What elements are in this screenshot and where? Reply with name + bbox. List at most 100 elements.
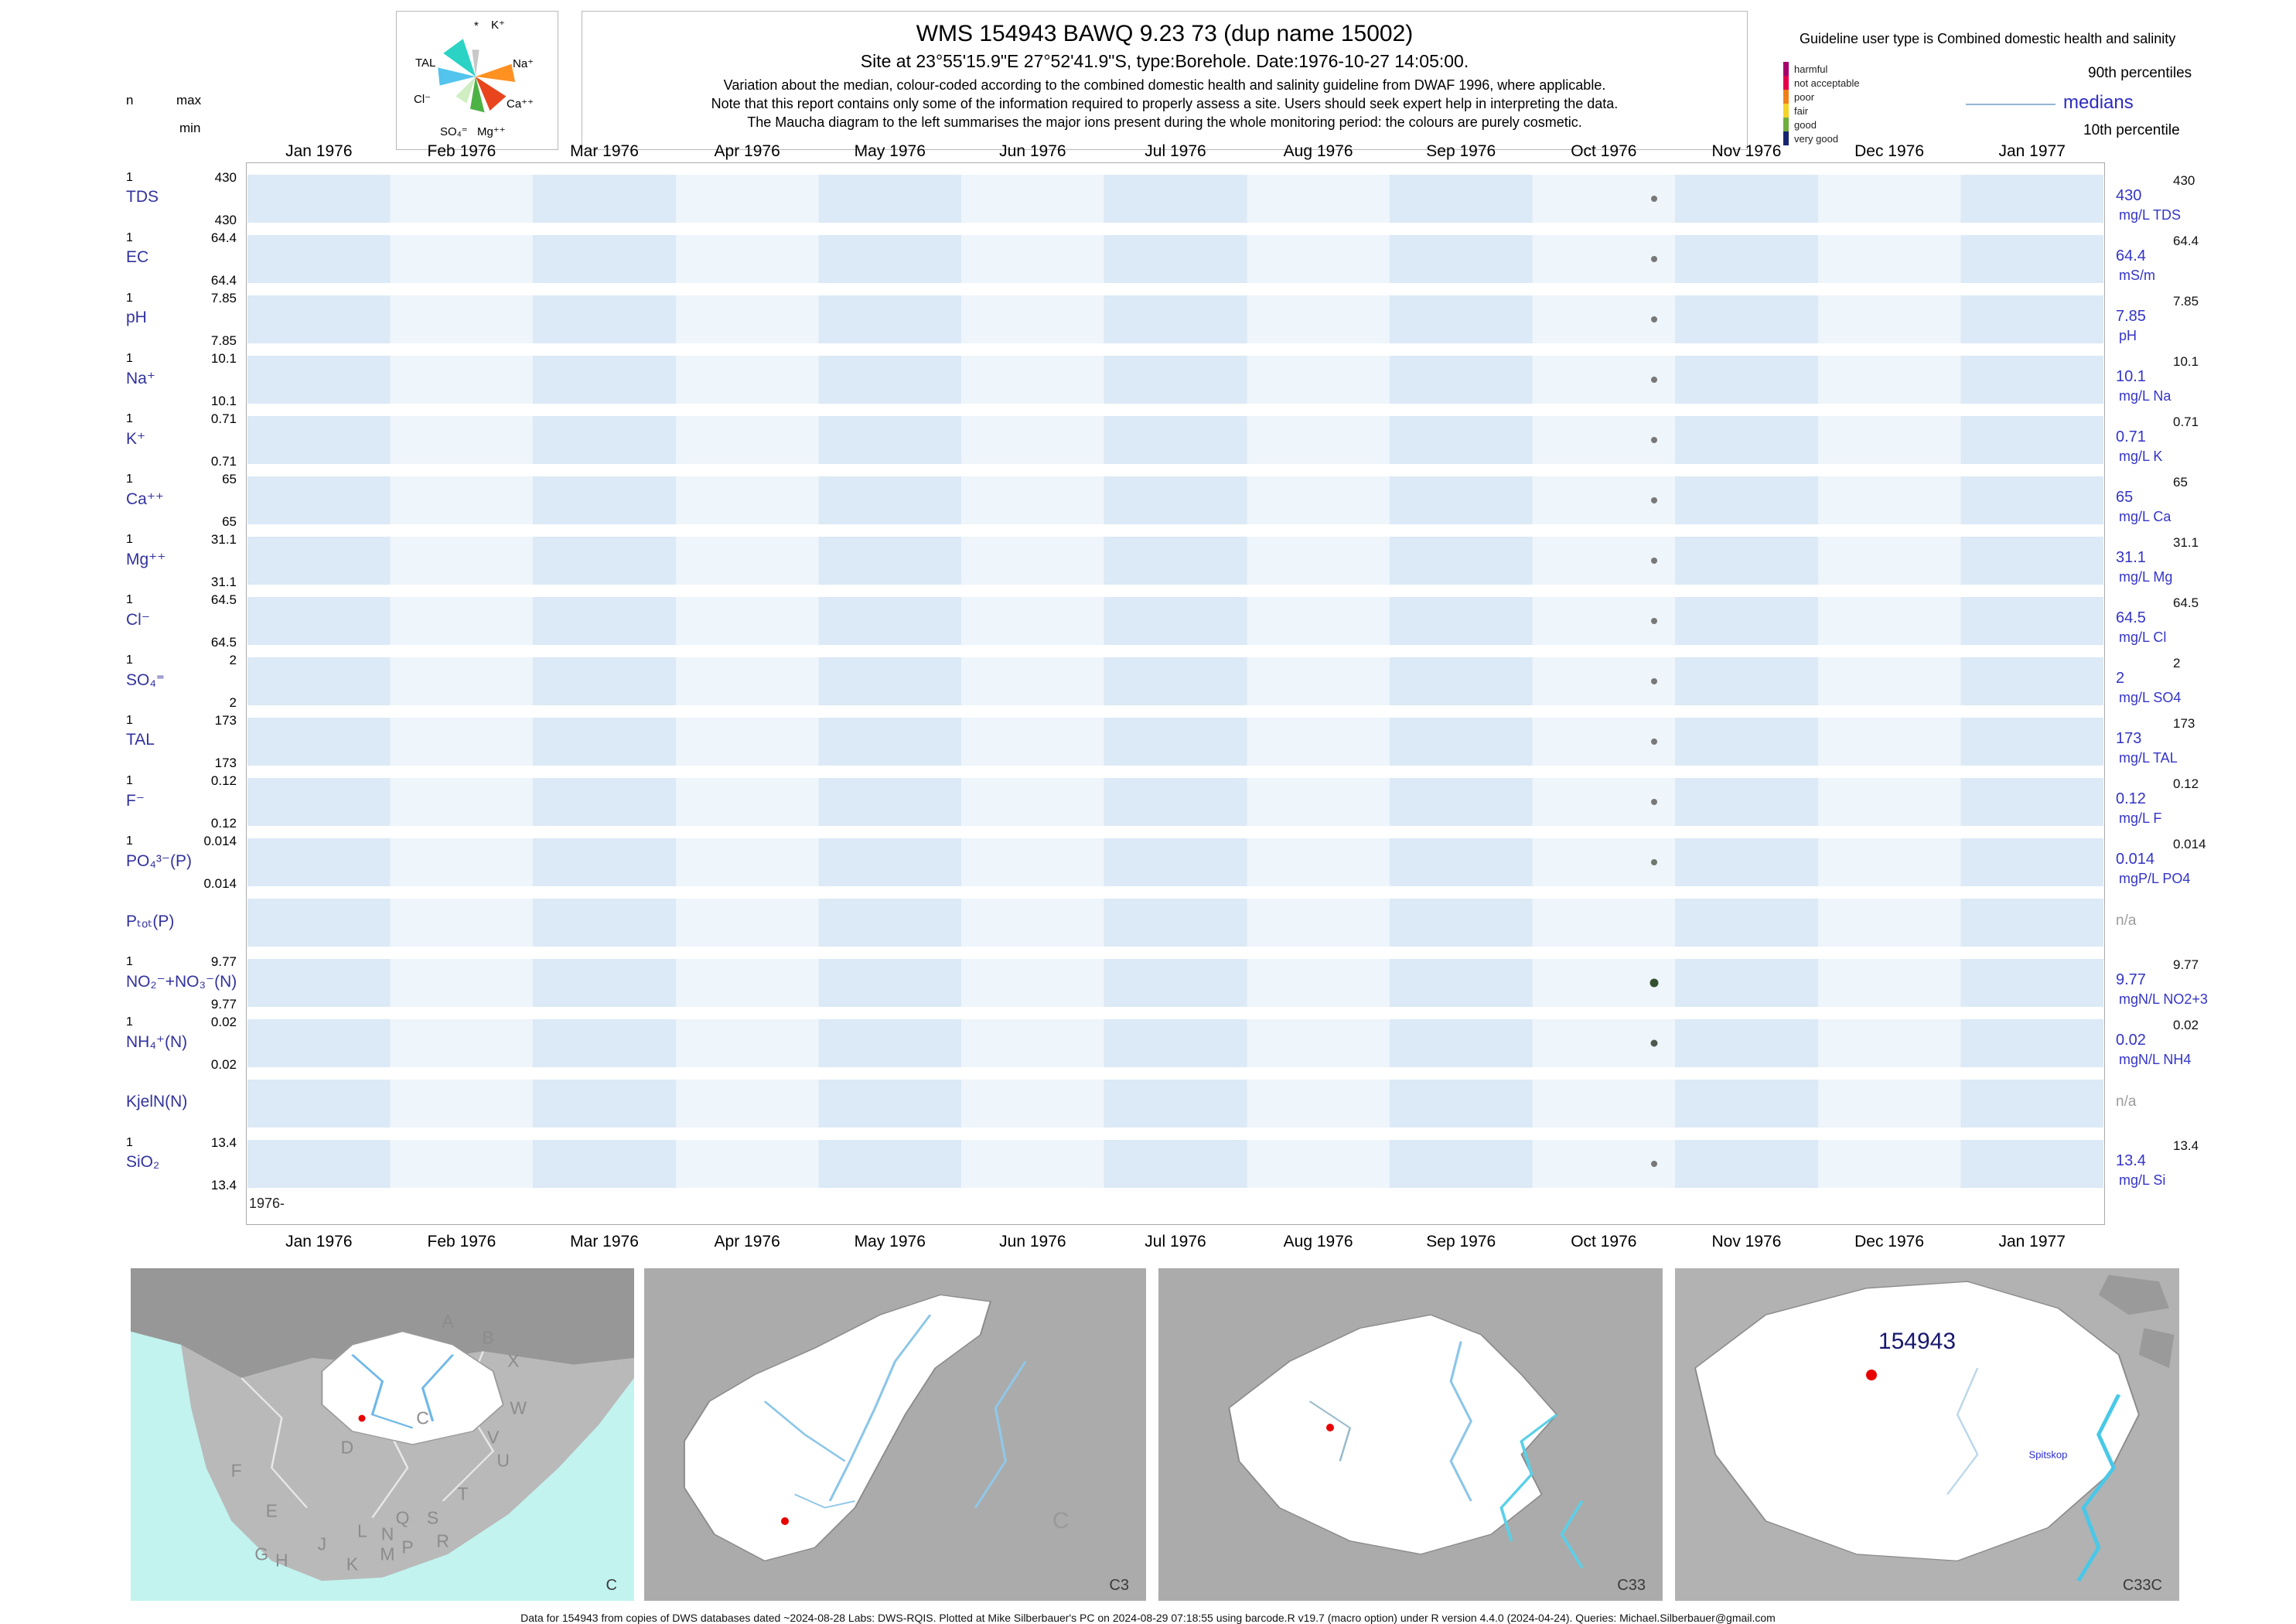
median-value: 65 xyxy=(2116,489,2134,506)
sample-count: 1 xyxy=(126,1136,133,1149)
map-image-c33 xyxy=(1158,1268,1663,1601)
maucha-label-ca: Ca⁺⁺ xyxy=(507,97,534,111)
sample-point-marker xyxy=(1651,497,1658,503)
drainage-region-letter: B xyxy=(482,1327,494,1348)
p90-value: 10.1 xyxy=(2173,354,2199,369)
p90-value: 0.02 xyxy=(2173,1018,2199,1032)
unit-label: mgP/L PO4 xyxy=(2119,871,2191,886)
min-value: 64.4 xyxy=(210,273,237,288)
parameter-row: 1 13.4 SiO₂ 13.4 13.4 13.4 mg/L Si xyxy=(0,1134,2296,1194)
map-drainage-region-c: C C3 xyxy=(644,1268,1146,1601)
parameter-row: 1 430 TDS 430 430 430 mg/L TDS xyxy=(0,169,2296,229)
month-label: May 1976 xyxy=(854,1233,926,1250)
max-value: 65 xyxy=(222,472,237,486)
drainage-region-letter: U xyxy=(496,1450,510,1471)
map-image-c33c xyxy=(1675,1268,2179,1601)
not-available-label: n/a xyxy=(2116,1093,2137,1110)
timeline-strip xyxy=(247,1140,2103,1188)
p90-value: 173 xyxy=(2173,716,2195,731)
parameter-row: 1 0.12 F⁻ 0.12 0.12 0.12 mg/L F xyxy=(0,772,2296,832)
quality-level-row: harmful xyxy=(1783,62,1860,76)
median-legend-label: medians xyxy=(2063,92,2134,113)
quality-level-label: poor xyxy=(1794,90,1815,103)
month-label: Mar 1976 xyxy=(570,1233,639,1250)
parameter-row: 1 64.5 Cl⁻ 64.5 64.5 64.5 mg/L Cl xyxy=(0,591,2296,651)
note-line-2: Note that this report contains only some… xyxy=(711,96,1619,111)
max-value: 0.014 xyxy=(203,834,237,848)
parameter-row: 1 65 Ca⁺⁺ 65 65 65 mg/L Ca xyxy=(0,470,2296,531)
drainage-region-letter: N xyxy=(380,1523,394,1544)
sample-count: 1 xyxy=(126,774,133,787)
parameter-name: PO₄³⁻(P) xyxy=(126,852,192,870)
median-value: 0.12 xyxy=(2116,790,2146,807)
timeline-strip xyxy=(247,235,2103,283)
unit-label: mg/L F xyxy=(2119,810,2162,826)
drainage-region-letter: V xyxy=(487,1427,500,1448)
map-quaternary-c33c: 154943 Spitskop C33C xyxy=(1675,1268,2179,1601)
sample-point-marker xyxy=(1651,1161,1658,1167)
parameter-name: SiO₂ xyxy=(126,1153,160,1171)
map-image-sa xyxy=(131,1268,634,1601)
max-value: 9.77 xyxy=(210,954,237,969)
stat-head-n: n xyxy=(126,93,134,107)
month-axis-bottom: Jan 1976 Feb 1976 Mar 1976 Apr 1976 May 1976… xyxy=(0,1233,2296,1253)
parameter-row: 1 64.4 EC 64.4 64.4 64.4 mS/m xyxy=(0,229,2296,289)
p90-value: 7.85 xyxy=(2173,294,2199,309)
max-value: 13.4 xyxy=(210,1135,237,1150)
month-label: Jul 1976 xyxy=(1145,142,1206,160)
drainage-region-letter: P xyxy=(401,1537,414,1557)
parameter-name: SO₄⁼ xyxy=(126,671,165,689)
drainage-region-letter: C xyxy=(416,1407,429,1428)
median-value: 13.4 xyxy=(2116,1152,2146,1169)
sample-count: 1 xyxy=(126,473,133,486)
median-value: 430 xyxy=(2116,187,2142,204)
quality-level-row: fair xyxy=(1783,104,1860,118)
timeline-strip xyxy=(247,718,2103,766)
quality-color-swatch xyxy=(1783,118,1789,131)
timeline-strip xyxy=(247,657,2103,705)
min-value: 0.12 xyxy=(210,816,237,831)
median-value: 64.4 xyxy=(2116,247,2146,264)
quality-level-label: harmful xyxy=(1794,63,1828,75)
median-value: 10.1 xyxy=(2116,368,2146,385)
sample-point-marker xyxy=(1651,437,1658,443)
min-value: 173 xyxy=(214,756,237,770)
min-value: 7.85 xyxy=(210,333,237,348)
month-label: Feb 1976 xyxy=(427,142,496,160)
parameter-row: 1 10.1 Na⁺ 10.1 10.1 10.1 mg/L Na xyxy=(0,350,2296,410)
drainage-region-letter: Q xyxy=(395,1507,410,1527)
quality-color-swatch xyxy=(1783,76,1789,90)
min-value: 0.71 xyxy=(210,454,237,469)
quality-level-row: not acceptable xyxy=(1783,76,1860,90)
month-label: Sep 1976 xyxy=(1426,142,1496,160)
max-value: 64.4 xyxy=(210,230,237,245)
drainage-region-letter: C xyxy=(1052,1507,1070,1534)
parameter-row: 1 0.71 K⁺ 0.71 0.71 0.71 mg/L K xyxy=(0,410,2296,470)
p90-value: 0.12 xyxy=(2173,776,2199,791)
parameter-name: Mg⁺⁺ xyxy=(126,551,166,568)
place-name-label: Spitskop xyxy=(2028,1448,2068,1461)
site-marker xyxy=(1325,1424,1334,1432)
min-value: 2 xyxy=(229,695,237,710)
sample-count: 1 xyxy=(126,412,133,425)
footer-note: Data for 154943 from copies of DWS datab… xyxy=(520,1612,1776,1624)
drainage-region-letter: H xyxy=(275,1550,288,1571)
parameter-name: pH xyxy=(126,309,147,326)
unit-label: mg/L Ca xyxy=(2119,509,2171,524)
p90-value: 64.5 xyxy=(2173,595,2199,610)
timeline-strip xyxy=(247,356,2103,404)
parameter-row: 1 7.85 pH 7.85 7.85 7.85 pH xyxy=(0,289,2296,350)
timeline-strip xyxy=(247,1080,2103,1128)
quality-level-row: good xyxy=(1783,118,1860,131)
timeline-strip xyxy=(247,597,2103,645)
parameter-name: Pₜₒₜ(P) xyxy=(126,913,175,930)
timeline-strip xyxy=(247,416,2103,464)
unit-label: mgN/L NO2+3 xyxy=(2119,991,2208,1007)
sample-count: 1 xyxy=(126,231,133,244)
drainage-region-letter: W xyxy=(510,1397,527,1418)
note-line-3: The Maucha diagram to the left summarise… xyxy=(747,114,1582,130)
maucha-diagram-icon xyxy=(438,39,516,113)
drainage-region-letter: F xyxy=(230,1460,242,1481)
timeline-strip xyxy=(247,899,2103,947)
site-marker xyxy=(1866,1369,1878,1380)
